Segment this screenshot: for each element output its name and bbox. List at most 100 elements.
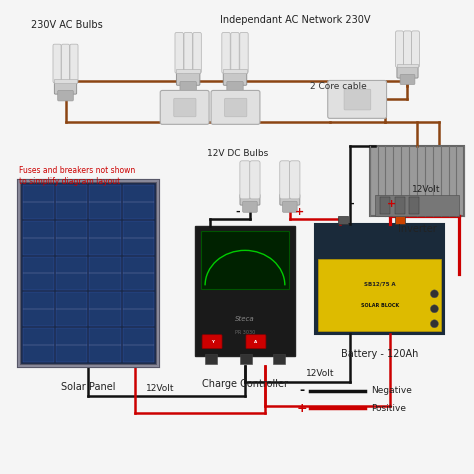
- Text: Positive: Positive: [372, 404, 407, 413]
- FancyBboxPatch shape: [174, 98, 196, 117]
- FancyBboxPatch shape: [53, 44, 61, 83]
- Text: PR 3030: PR 3030: [235, 330, 255, 335]
- FancyBboxPatch shape: [176, 71, 200, 85]
- FancyBboxPatch shape: [396, 31, 403, 67]
- Bar: [205, 354, 217, 364]
- Text: 12Volt: 12Volt: [306, 369, 334, 378]
- Text: Charge Controller: Charge Controller: [202, 379, 288, 389]
- FancyBboxPatch shape: [202, 335, 222, 349]
- FancyBboxPatch shape: [180, 82, 196, 92]
- Text: +: +: [297, 402, 307, 415]
- FancyBboxPatch shape: [403, 31, 411, 67]
- FancyBboxPatch shape: [411, 31, 419, 67]
- Bar: [123, 256, 154, 290]
- Bar: [18, 181, 158, 365]
- Bar: [18, 181, 158, 365]
- Bar: [374, 195, 459, 216]
- FancyBboxPatch shape: [223, 71, 247, 85]
- Bar: [397, 64, 418, 67]
- Bar: [201, 231, 289, 289]
- Bar: [23, 256, 54, 290]
- Circle shape: [430, 320, 438, 328]
- FancyBboxPatch shape: [175, 33, 183, 73]
- Bar: [90, 256, 121, 290]
- Text: 12Volt: 12Volt: [411, 185, 440, 194]
- Bar: [223, 69, 246, 73]
- Bar: [195, 226, 295, 356]
- Text: Solar Panel: Solar Panel: [61, 382, 116, 392]
- Text: Y: Y: [210, 340, 214, 344]
- Bar: [90, 185, 121, 219]
- FancyBboxPatch shape: [246, 335, 266, 349]
- Bar: [90, 292, 121, 326]
- Bar: [56, 292, 87, 326]
- Bar: [318, 259, 441, 331]
- FancyBboxPatch shape: [55, 80, 77, 94]
- Bar: [380, 197, 390, 214]
- Bar: [23, 185, 54, 219]
- Text: -: -: [236, 207, 240, 217]
- Bar: [315, 224, 445, 334]
- Circle shape: [430, 290, 438, 298]
- FancyBboxPatch shape: [280, 194, 300, 205]
- Text: +: +: [295, 207, 304, 217]
- Text: 2 Core cable: 2 Core cable: [310, 82, 366, 91]
- Bar: [240, 354, 252, 364]
- Text: SOLAR BLOCK: SOLAR BLOCK: [361, 303, 399, 308]
- FancyBboxPatch shape: [344, 89, 371, 110]
- FancyBboxPatch shape: [290, 161, 300, 199]
- Bar: [55, 79, 76, 83]
- Text: Negative: Negative: [372, 386, 412, 395]
- FancyBboxPatch shape: [225, 98, 247, 117]
- Bar: [273, 354, 285, 364]
- FancyBboxPatch shape: [160, 91, 209, 124]
- FancyBboxPatch shape: [222, 33, 230, 73]
- Bar: [23, 328, 54, 362]
- Bar: [123, 221, 154, 255]
- Bar: [123, 185, 154, 219]
- Bar: [176, 69, 200, 73]
- Bar: [23, 221, 54, 255]
- FancyBboxPatch shape: [397, 65, 418, 78]
- Bar: [90, 328, 121, 362]
- FancyBboxPatch shape: [400, 74, 415, 84]
- FancyBboxPatch shape: [240, 194, 260, 205]
- Text: Steca: Steca: [235, 316, 255, 322]
- FancyBboxPatch shape: [250, 161, 260, 199]
- Bar: [56, 221, 87, 255]
- Text: Inverter: Inverter: [398, 224, 437, 234]
- Bar: [56, 185, 87, 219]
- FancyBboxPatch shape: [70, 44, 78, 83]
- Text: -: -: [349, 199, 354, 209]
- FancyBboxPatch shape: [184, 33, 192, 73]
- Bar: [123, 328, 154, 362]
- Bar: [123, 292, 154, 326]
- FancyBboxPatch shape: [240, 161, 250, 199]
- Text: +: +: [387, 199, 396, 209]
- Text: SB12/75 A: SB12/75 A: [364, 282, 395, 287]
- Bar: [56, 328, 87, 362]
- Bar: [370, 146, 465, 216]
- FancyBboxPatch shape: [58, 91, 73, 101]
- Bar: [395, 216, 405, 224]
- Text: -: -: [299, 384, 304, 397]
- Bar: [338, 216, 348, 224]
- Text: 12Volt: 12Volt: [146, 384, 174, 393]
- FancyBboxPatch shape: [283, 201, 297, 212]
- Bar: [90, 221, 121, 255]
- FancyBboxPatch shape: [211, 91, 260, 124]
- Text: Fuses and breakers not shown
to simplify diagram layout: Fuses and breakers not shown to simplify…: [18, 166, 135, 186]
- FancyBboxPatch shape: [193, 33, 201, 73]
- FancyBboxPatch shape: [243, 201, 257, 212]
- Circle shape: [430, 305, 438, 313]
- FancyBboxPatch shape: [240, 33, 248, 73]
- Bar: [394, 197, 404, 214]
- FancyBboxPatch shape: [328, 81, 387, 118]
- Text: 230V AC Bulbs: 230V AC Bulbs: [31, 19, 102, 29]
- Bar: [23, 292, 54, 326]
- Text: Independant AC Network 230V: Independant AC Network 230V: [220, 15, 371, 25]
- Bar: [56, 256, 87, 290]
- FancyBboxPatch shape: [227, 82, 243, 92]
- Text: 12V DC Bulbs: 12V DC Bulbs: [207, 149, 269, 158]
- Bar: [18, 181, 158, 365]
